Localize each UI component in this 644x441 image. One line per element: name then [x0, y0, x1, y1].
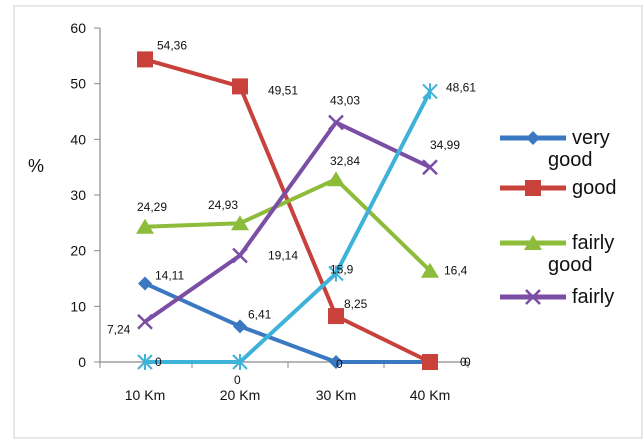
- data-label-0-0: 14,11: [155, 268, 184, 282]
- data-point-0-2: [329, 355, 343, 369]
- data-label-2-3: 16,4: [444, 264, 468, 278]
- legend-swatch-marker-2: [524, 235, 542, 250]
- data-point-1-2: [328, 308, 344, 325]
- data-label-4-0: 0: [155, 355, 162, 369]
- data-point-1-0: [137, 51, 153, 68]
- data-label-1-0: 54,36: [157, 38, 187, 52]
- data-point-4-3: [422, 83, 438, 100]
- x-tick-label: 40 Km: [410, 387, 450, 403]
- series-line-2: [144, 177, 432, 273]
- legend-label: good: [572, 177, 617, 199]
- y-axis-label: %: [28, 156, 44, 176]
- series-line-3: [143, 120, 431, 324]
- legend-swatch-marker-3: [525, 289, 541, 305]
- data-point-3-0: [137, 313, 153, 330]
- data-point-2-1: [231, 215, 249, 231]
- data-label-3-3: 34,99: [430, 138, 460, 152]
- x-tick-label: 30 Km: [316, 387, 356, 403]
- series-line-4: [145, 90, 432, 364]
- data-label-4-3: 48,61: [446, 80, 476, 94]
- data-label-3-2: 43,03: [330, 93, 360, 107]
- chart-border: [13, 5, 643, 439]
- data-label-2-0: 24,29: [137, 200, 167, 214]
- x-tick-label: 10 Km: [125, 387, 165, 403]
- data-point-4-1: [232, 354, 248, 370]
- data-label-0-3: 0: [464, 355, 471, 369]
- y-tick-label: 50: [70, 76, 86, 92]
- data-label-0-2: 0: [336, 357, 343, 371]
- data-point-4-2: [328, 265, 344, 282]
- data-point-3-2: [328, 114, 344, 131]
- data-point-0-1: [233, 319, 247, 334]
- data-point-4-0: [137, 354, 153, 370]
- y-tick-label: 0: [78, 354, 86, 370]
- data-label-3-0: 7,24: [107, 323, 131, 337]
- y-tick-label: 30: [70, 187, 86, 203]
- y-tick-label: 10: [70, 298, 86, 314]
- series-line-0: [144, 281, 430, 364]
- data-label-1-1: 49,51: [268, 83, 298, 97]
- legend-label: fairly: [572, 286, 614, 308]
- data-point-2-0: [136, 218, 154, 234]
- legend-label: good: [548, 254, 593, 276]
- data-label-2-1: 24,93: [208, 198, 238, 212]
- legend-label: good: [548, 149, 593, 171]
- legend-swatch-marker-0: [526, 131, 540, 145]
- data-label-0-1: 6,41: [248, 307, 272, 321]
- data-label-1-3: 0: [460, 355, 467, 369]
- data-point-1-1: [232, 78, 248, 95]
- x-tick-label: 20 Km: [220, 387, 260, 403]
- data-point-3-3: [422, 159, 438, 176]
- y-tick-label: 60: [70, 20, 86, 36]
- legend-swatch-marker-1: [525, 180, 541, 196]
- y-tick-label: 20: [70, 243, 86, 259]
- y-tick-label: 40: [70, 131, 86, 147]
- data-point-0-0: [138, 276, 152, 291]
- data-point-1-3: [422, 354, 438, 370]
- legend-label: fairly: [572, 232, 614, 254]
- data-point-2-2: [327, 171, 345, 187]
- data-label-4-1: 0: [234, 373, 241, 387]
- data-point-2-3: [421, 262, 439, 278]
- data-point-3-1: [232, 247, 248, 264]
- data-label-3-1: 19,14: [268, 248, 298, 262]
- data-label-1-2: 8,25: [344, 297, 368, 311]
- legend-label: very: [572, 127, 610, 149]
- data-label-4-2: 15,9: [330, 262, 354, 276]
- data-label-2-2: 32,84: [330, 154, 360, 168]
